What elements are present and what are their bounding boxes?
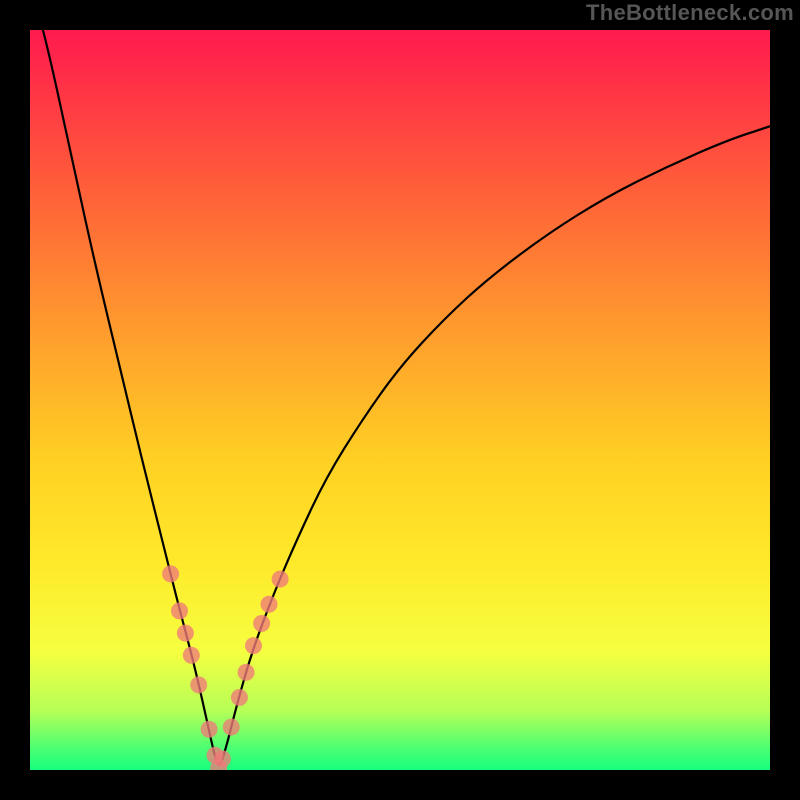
data-marker [238, 664, 255, 681]
data-marker [223, 719, 240, 736]
data-marker [253, 615, 270, 632]
data-marker [261, 596, 278, 613]
plot-area [0, 0, 800, 800]
data-marker [245, 637, 262, 654]
data-marker [272, 571, 289, 588]
plot-gradient-background [30, 30, 770, 770]
data-marker [231, 689, 248, 706]
data-marker [162, 565, 179, 582]
data-marker [183, 647, 200, 664]
watermark-text: TheBottleneck.com [586, 0, 794, 26]
data-marker [171, 602, 188, 619]
data-marker [201, 721, 218, 738]
data-marker [214, 750, 231, 767]
data-marker [177, 625, 194, 642]
data-marker [190, 676, 207, 693]
figure-root: TheBottleneck.com [0, 0, 800, 800]
